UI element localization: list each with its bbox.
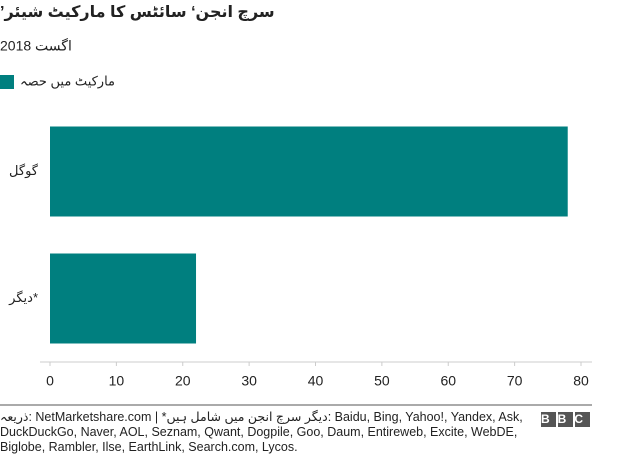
x-tick-label: 30 bbox=[241, 373, 257, 389]
x-tick-label: 0 bbox=[46, 373, 54, 389]
y-tick-label: دیگر* bbox=[8, 290, 38, 306]
x-tick-label: 80 bbox=[573, 373, 589, 389]
x-tick-label: 10 bbox=[109, 373, 125, 389]
source-note: ذریعہ: NetMarketshare.com | *دیگر سرچ ان… bbox=[0, 410, 523, 454]
x-tick-label: 70 bbox=[507, 373, 523, 389]
chart-subtitle: اگست 2018 bbox=[0, 38, 72, 54]
logo-text: BBC bbox=[541, 412, 591, 426]
x-tick-label: 20 bbox=[175, 373, 191, 389]
x-tick-label: 50 bbox=[374, 373, 390, 389]
bbc-logo: BBC bbox=[541, 412, 591, 427]
y-tick-label: گوگل bbox=[9, 163, 39, 179]
chart-title: ’سرچ انجن‘ سائٹس کا مارکیٹ شیئر bbox=[0, 4, 275, 21]
x-tick-label: 40 bbox=[308, 373, 324, 389]
legend-label: مارکیٹ میں حصہ bbox=[20, 73, 115, 89]
bar bbox=[50, 126, 568, 217]
legend-swatch bbox=[0, 75, 14, 89]
x-tick-label: 60 bbox=[440, 373, 456, 389]
bar bbox=[50, 253, 197, 344]
